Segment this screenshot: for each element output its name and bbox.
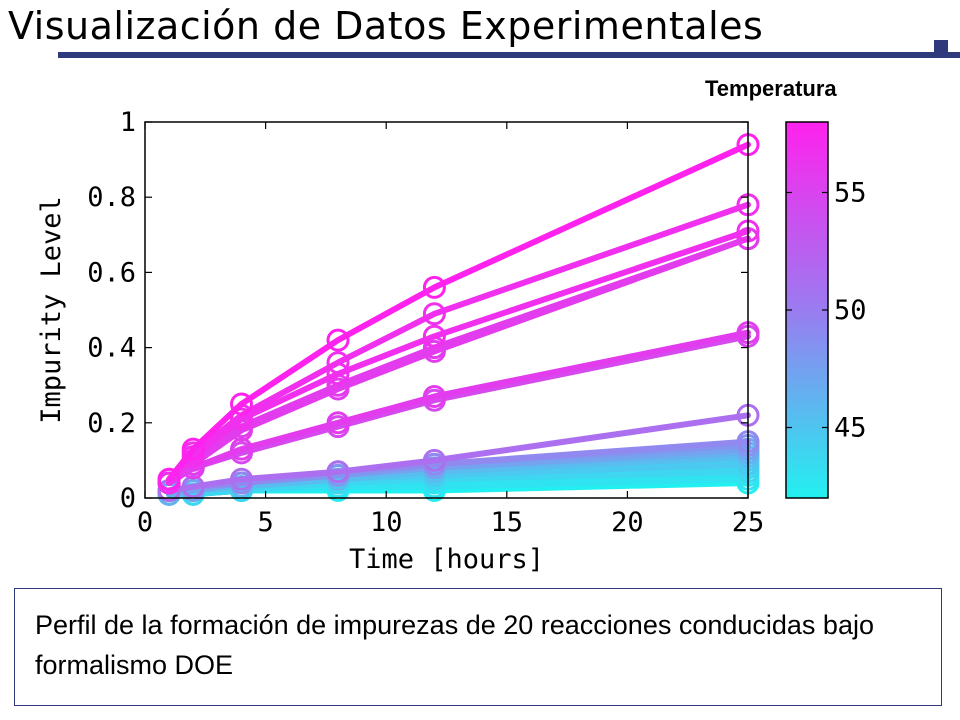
x-axis-label: Time [hours]	[349, 544, 544, 575]
data-point	[422, 302, 446, 326]
data-point	[326, 377, 350, 401]
data-point	[422, 448, 446, 472]
data-point	[422, 324, 446, 348]
slide-title: Visualización de Datos Experimentales	[8, 4, 764, 48]
data-point	[326, 411, 350, 435]
y-tick-label: 0.6	[87, 257, 136, 288]
plot-area	[157, 133, 760, 506]
y-tick-label: 0	[120, 483, 136, 514]
y-axis-label: Impurity Level	[36, 196, 67, 424]
data-point	[326, 460, 350, 484]
colorbar-tick-label: 55	[834, 178, 867, 209]
caption-text: Perfil de la formación de impurezas de 2…	[35, 610, 874, 680]
data-point	[230, 392, 253, 416]
data-point	[326, 328, 350, 352]
colorbar-title: Temperatura	[705, 76, 837, 101]
data-point	[230, 437, 253, 461]
series-line	[166, 228, 751, 483]
colorbar-tick-label: 45	[834, 413, 867, 444]
x-tick-label: 20	[611, 507, 644, 538]
x-tick-label: 25	[732, 507, 765, 538]
x-tick-label: 10	[370, 507, 403, 538]
y-tick-label: 0.4	[87, 333, 136, 364]
y-tick-label: 1	[120, 107, 136, 138]
data-point	[230, 407, 253, 431]
data-point	[230, 467, 253, 491]
impurity-chart: 0 5 10 15 20 25 0 0.2 0.4 0.6 0.8 1 Time [hours] Impu…	[36, 107, 867, 575]
axes-box	[144, 121, 749, 499]
colorbar-tick-label: 50	[834, 295, 867, 326]
series-line	[166, 329, 751, 486]
colorbar: 45 50 55	[785, 121, 867, 499]
data-point	[181, 437, 205, 461]
series-line	[166, 412, 751, 494]
x-tick-label: 0	[137, 507, 153, 538]
data-point	[422, 275, 446, 299]
data-point	[157, 467, 181, 491]
caption-box: Perfil de la formación de impurezas de 2…	[14, 588, 942, 706]
x-tick-label: 5	[257, 507, 273, 538]
title-rule-end	[934, 40, 948, 56]
data-point	[422, 339, 446, 363]
x-tick-label: 15	[491, 507, 524, 538]
colorbar-gradient	[785, 121, 829, 499]
series-line	[166, 141, 751, 483]
series-line	[166, 468, 751, 498]
y-tick-label: 0.2	[87, 408, 136, 439]
axes: 0 5 10 15 20 25 0 0.2 0.4 0.6 0.8 1 Time [hours] Impu…	[36, 107, 764, 575]
title-rule	[58, 52, 960, 58]
data-point	[422, 385, 446, 408]
y-tick-label: 0.8	[87, 182, 136, 213]
data-point	[326, 362, 350, 386]
